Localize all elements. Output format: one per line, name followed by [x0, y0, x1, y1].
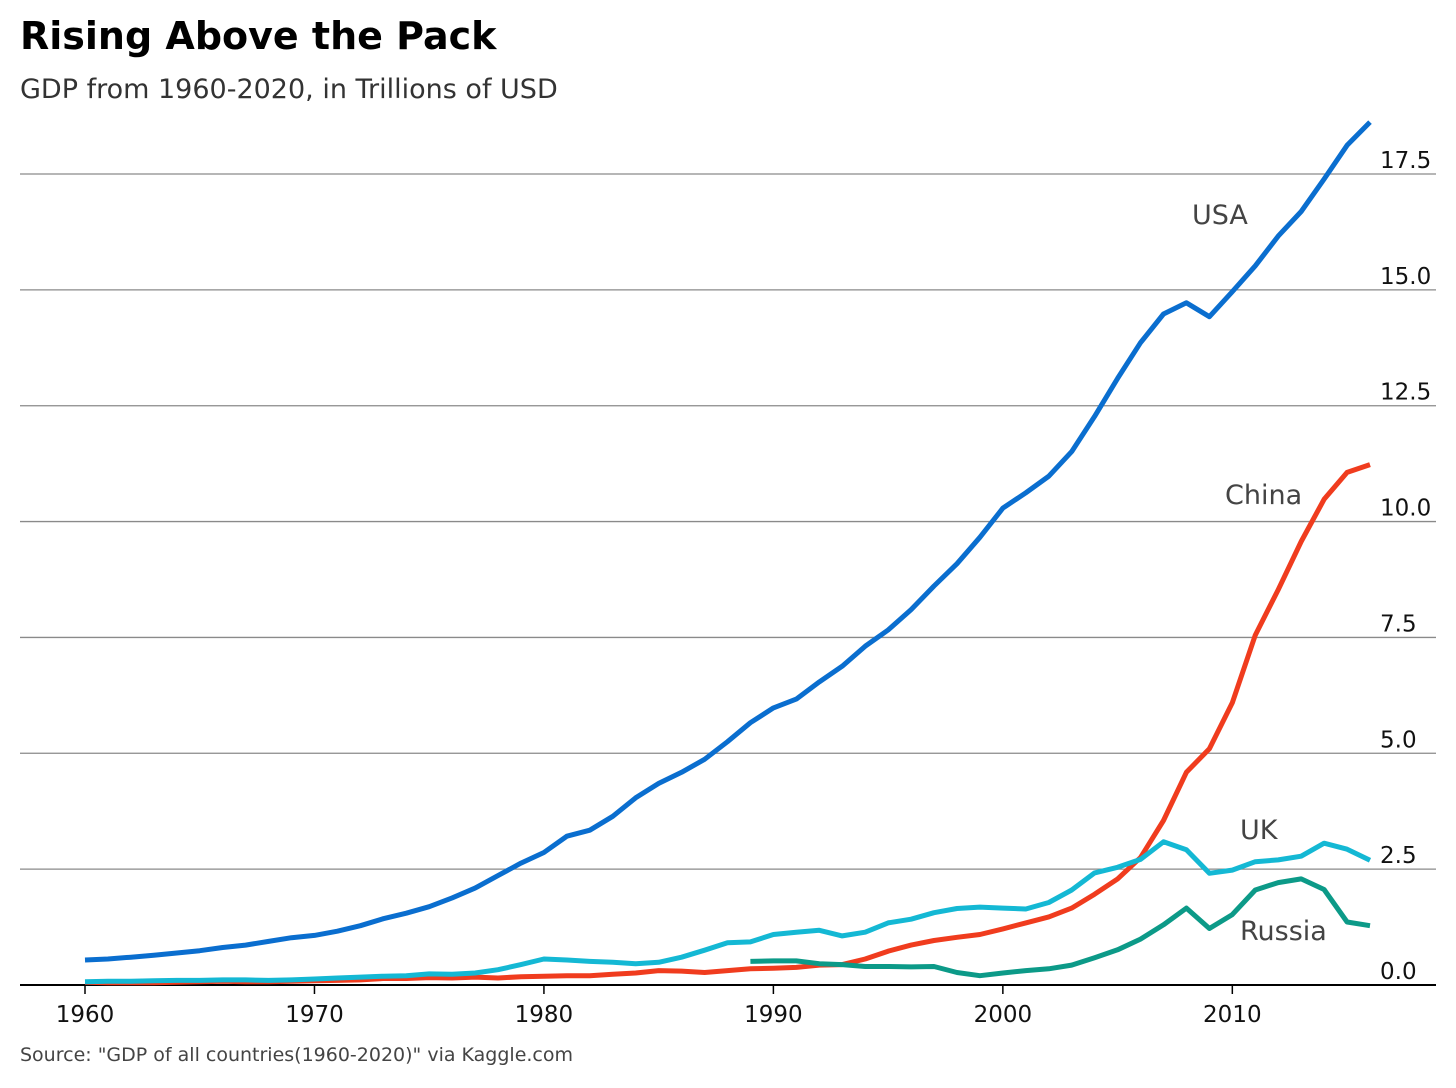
chart-subtitle: GDP from 1960-2020, in Trillions of USD: [20, 74, 558, 105]
series-line-russia: [750, 876, 1371, 979]
y-tick-label: 0.0: [1380, 959, 1417, 985]
series-lines: [84, 120, 1372, 986]
x-tick-label: 1990: [744, 1002, 803, 1028]
x-tick-label: 2010: [1203, 1002, 1262, 1028]
series-label-uk: UK: [1240, 815, 1279, 846]
series-label-usa: USA: [1192, 200, 1248, 231]
chart-title: Rising Above the Pack: [20, 14, 497, 58]
gridlines: [20, 173, 1436, 986]
series-label-russia: Russia: [1240, 916, 1327, 947]
x-axis-ticks: 1960 1970 1980 1990 2000 2010: [56, 985, 1262, 1028]
y-tick-label: 15.0: [1380, 264, 1431, 290]
series-label-china: China: [1225, 480, 1302, 511]
x-tick-label: 2000: [974, 1002, 1033, 1028]
x-tick-label: 1960: [56, 1002, 115, 1028]
chart-source: Source: "GDP of all countries(1960-2020)…: [20, 1044, 574, 1066]
series-line-usa: [84, 120, 1372, 963]
series-line-china: [84, 462, 1371, 986]
y-tick-label: 17.5: [1380, 148, 1431, 174]
y-tick-label: 12.5: [1380, 380, 1431, 406]
series-labels: USA China UK Russia: [1192, 200, 1327, 947]
series-line-uk: [84, 839, 1372, 985]
x-tick-label: 1970: [285, 1002, 344, 1028]
y-axis-ticks: 0.0 2.5 5.0 7.5 10.0 12.5 15.0 17.5: [1380, 148, 1431, 985]
y-tick-label: 10.0: [1380, 496, 1431, 522]
y-tick-label: 2.5: [1380, 843, 1417, 869]
x-tick-label: 1980: [515, 1002, 574, 1028]
y-tick-label: 7.5: [1380, 611, 1417, 637]
y-tick-label: 5.0: [1380, 727, 1417, 753]
